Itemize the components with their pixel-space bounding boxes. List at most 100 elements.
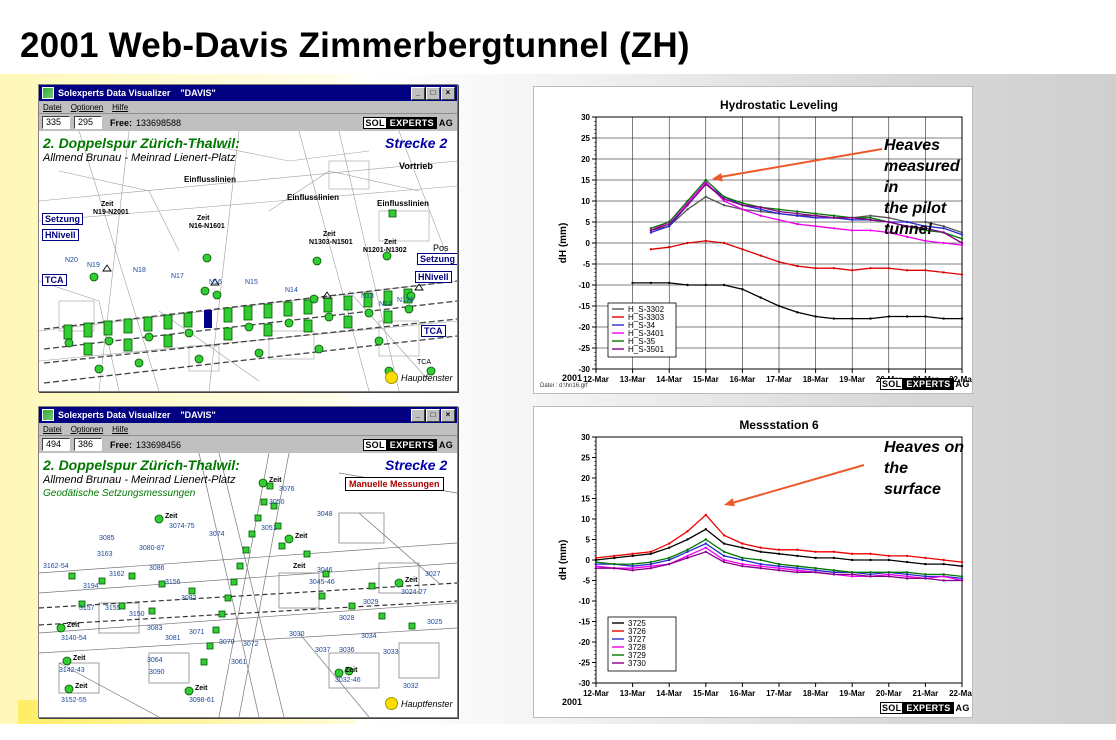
manual-measurements-button[interactable]: Manuelle Messungen: [345, 477, 444, 491]
point-label: 3080-87: [139, 545, 165, 552]
annotation-line-1: Heaves on the: [884, 437, 972, 479]
x-tick-label: 19-Mar: [839, 689, 865, 698]
data-point: [650, 567, 652, 569]
window-titlebar[interactable]: Solexperts Data Visualizer "DAVIS" _ □ ×: [39, 85, 457, 101]
data-point: [833, 215, 835, 217]
data-point: [595, 561, 597, 563]
project-title: 2. Doppelspur Zürich-Thalwil:: [43, 135, 240, 151]
data-point: [668, 542, 670, 544]
data-point: [778, 208, 780, 210]
sensor-label-n14: N14: [285, 287, 298, 294]
map-view[interactable]: 2. Doppelspur Zürich-Thalwil: Allmend Br…: [39, 131, 457, 391]
data-point: [650, 248, 652, 250]
data-point: [924, 563, 926, 565]
data-point: [595, 557, 597, 559]
brand-logo: SOL EXPERTS AG: [363, 117, 453, 129]
data-point: [814, 212, 816, 214]
zeit-range-2: N16-N1601: [189, 223, 225, 230]
zeit-label-6: Zeit: [73, 655, 85, 662]
data-point: [924, 577, 926, 579]
point-label: 3027: [425, 571, 441, 578]
data-point: [961, 579, 963, 581]
data-point: [778, 210, 780, 212]
point-label: 3034: [361, 633, 377, 640]
close-button[interactable]: ×: [441, 87, 455, 100]
x-tick-label: 20-Mar: [876, 689, 902, 698]
menu-optionen[interactable]: Optionen: [71, 425, 103, 434]
section-label: Strecke 2: [385, 457, 447, 473]
data-point: [595, 563, 597, 565]
brand-part1: SOL: [363, 439, 386, 451]
data-point: [778, 219, 780, 221]
point-label: 3029: [363, 599, 379, 606]
data-point: [869, 575, 871, 577]
brand-logo: SOL EXPERTS AG: [880, 378, 970, 390]
data-point: [924, 315, 926, 317]
point-label: 3037: [315, 647, 331, 654]
zeit-label-5: Zeit: [67, 622, 79, 629]
data-point: [869, 553, 871, 555]
data-point: [705, 240, 707, 242]
data-point: [723, 204, 725, 206]
chart-year: 2001: [562, 373, 582, 383]
data-point: [668, 557, 670, 559]
data-point: [943, 559, 945, 561]
data-point: [613, 567, 615, 569]
data-point: [705, 547, 707, 549]
x-tick-label: 14-Mar: [656, 375, 682, 384]
maximize-button[interactable]: □: [426, 87, 440, 100]
hnivell-button[interactable]: HNivell: [42, 229, 79, 241]
data-point: [760, 563, 762, 565]
data-point: [906, 571, 908, 573]
data-point: [906, 269, 908, 271]
tca-button-right[interactable]: TCA: [421, 325, 446, 337]
y-tick-label: 30: [581, 433, 590, 442]
project-subtitle: Allmend Brunau - Meinrad Lienert-Platz: [43, 152, 236, 164]
hauptfenster-link[interactable]: Hauptfenster: [385, 697, 453, 710]
hnivell-button-right[interactable]: HNivell: [415, 271, 452, 283]
point-label: 3140-54: [61, 635, 87, 642]
menu-optionen[interactable]: Optionen: [71, 103, 103, 112]
setzung-button-right[interactable]: Setzung: [417, 253, 457, 265]
brand-part1: SOL: [880, 378, 903, 390]
data-point: [723, 561, 725, 563]
y-tick-label: 5: [586, 536, 591, 545]
map-view[interactable]: 2. Doppelspur Zürich-Thalwil: Allmend Br…: [39, 453, 457, 717]
menu-datei[interactable]: Datei: [43, 425, 62, 434]
zeit-label-1: Zeit: [269, 477, 281, 484]
menu-hilfe[interactable]: Hilfe: [112, 425, 128, 434]
y-tick-label: 25: [581, 134, 590, 143]
data-point: [650, 282, 652, 284]
coord-x-field: 335: [42, 116, 70, 129]
data-point: [723, 284, 725, 286]
menu-datei[interactable]: Datei: [43, 103, 62, 112]
x-tick-label: 12-Mar: [583, 689, 609, 698]
maximize-button[interactable]: □: [426, 409, 440, 422]
status-toolbar: 494 386 Free: 133698456 SOL EXPERTS AG: [39, 436, 457, 454]
hauptfenster-link[interactable]: Hauptfenster: [385, 371, 453, 384]
data-point: [723, 559, 725, 561]
setzung-button[interactable]: Setzung: [42, 213, 83, 225]
menu-bar: Datei Optionen Hilfe: [39, 423, 457, 436]
data-point: [760, 296, 762, 298]
x-tick-label: 18-Mar: [803, 375, 829, 384]
point-label: 3024-27: [401, 589, 427, 596]
tca-button[interactable]: TCA: [42, 274, 67, 286]
x-tick-label: 16-Mar: [730, 375, 756, 384]
chart-panel-bottom: Messstation 6 -30 -25 -20 -15 -10 -5 0 5 10 15 20 25…: [533, 406, 973, 718]
window-titlebar[interactable]: Solexperts Data Visualizer "DAVIS" _ □ ×: [39, 407, 457, 423]
zeit-label-2: Zeit: [165, 513, 177, 520]
minimize-button[interactable]: _: [411, 409, 425, 422]
point-label: 3025: [427, 619, 443, 626]
y-tick-label: -10: [578, 281, 590, 290]
close-button[interactable]: ×: [441, 409, 455, 422]
free-value: 133698588: [136, 118, 181, 128]
brand-part1: SOL: [880, 702, 903, 714]
menu-hilfe[interactable]: Hilfe: [112, 103, 128, 112]
data-point: [686, 551, 688, 553]
data-point: [961, 273, 963, 275]
data-point: [705, 551, 707, 553]
minimize-button[interactable]: _: [411, 87, 425, 100]
data-point: [650, 551, 652, 553]
brand-part2: EXPERTS: [387, 439, 437, 451]
